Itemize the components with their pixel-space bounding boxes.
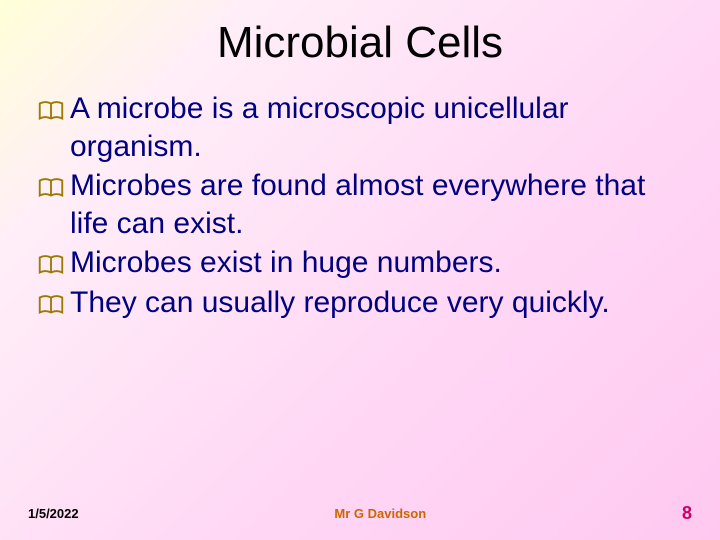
- bullet-item: A microbe is a microscopic unicellular o…: [36, 90, 684, 165]
- footer-page-number: 8: [682, 503, 692, 524]
- slide: Microbial Cells A microbe is a microscop…: [0, 0, 720, 540]
- slide-title: Microbial Cells: [0, 0, 720, 90]
- bullet-text: Microbes are found almost everywhere tha…: [70, 167, 684, 242]
- slide-footer: 1/5/2022 Mr G Davidson 8: [0, 503, 720, 524]
- open-book-icon: [36, 290, 66, 320]
- bullet-item: They can usually reproduce very quickly.: [36, 284, 684, 322]
- bullet-item: Microbes are found almost everywhere tha…: [36, 167, 684, 242]
- open-book-icon: [36, 96, 66, 126]
- bullet-text: Microbes exist in huge numbers.: [70, 244, 684, 282]
- bullet-text: They can usually reproduce very quickly.: [70, 284, 684, 322]
- bullet-text: A microbe is a microscopic unicellular o…: [70, 90, 684, 165]
- open-book-icon: [36, 173, 66, 203]
- footer-date: 1/5/2022: [28, 506, 79, 521]
- open-book-icon: [36, 250, 66, 280]
- bullet-item: Microbes exist in huge numbers.: [36, 244, 684, 282]
- footer-author: Mr G Davidson: [334, 506, 426, 521]
- slide-content: A microbe is a microscopic unicellular o…: [0, 90, 720, 321]
